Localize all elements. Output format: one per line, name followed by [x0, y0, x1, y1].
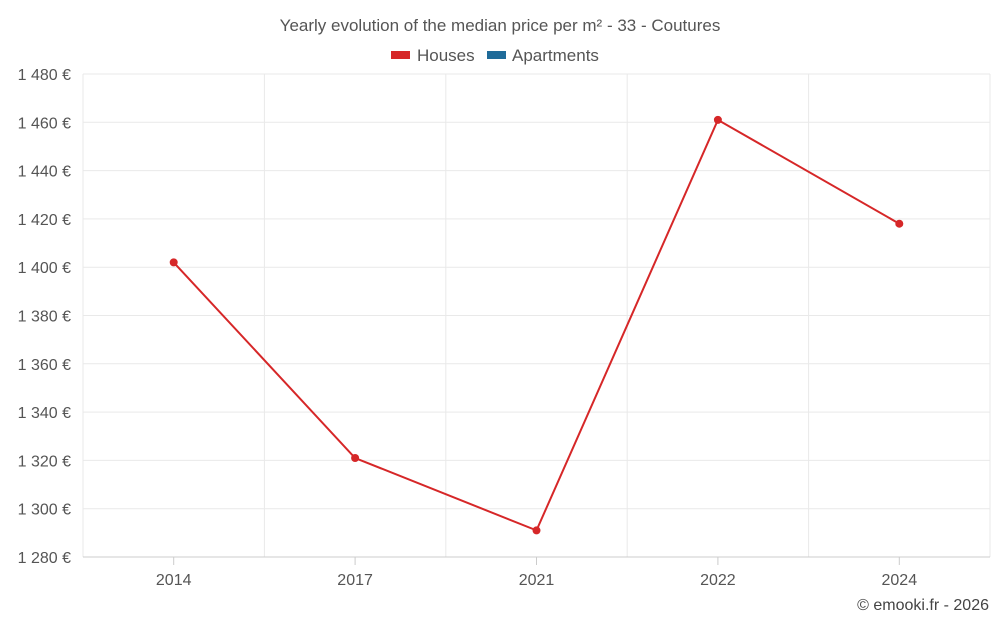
y-tick-label: 1 420 €	[18, 212, 71, 229]
x-tick-label: 2017	[337, 572, 373, 589]
legend-label-apartments[interactable]: Apartments	[512, 46, 599, 65]
data-point-houses-2021[interactable]	[532, 526, 541, 535]
legend-swatch-apartments	[487, 51, 506, 59]
series-line-houses	[172, 118, 900, 532]
credit-text: © emooki.fr - 2026	[857, 597, 989, 614]
legend-swatch-houses	[391, 51, 410, 59]
y-tick-label: 1 280 €	[18, 550, 71, 567]
y-tick-label: 1 320 €	[18, 453, 71, 470]
y-tick-label: 1 380 €	[18, 309, 71, 326]
y-tick-label: 1 300 €	[18, 502, 71, 519]
series-layer	[169, 115, 904, 535]
data-point-houses-2014[interactable]	[169, 258, 178, 267]
legend-label-houses[interactable]: Houses	[417, 46, 475, 65]
x-tick-label: 2021	[519, 572, 555, 589]
y-tick-label: 1 480 €	[18, 67, 71, 84]
y-tick-label: 1 460 €	[18, 115, 71, 132]
x-tick-label: 2022	[700, 572, 736, 589]
y-tick-label: 1 400 €	[18, 260, 71, 277]
data-point-houses-2024[interactable]	[895, 219, 904, 228]
y-axis: 1 280 € 1 300 € 1 320 € 1 340 € 1 360 € 1 380…	[18, 67, 71, 567]
data-point-houses-2017[interactable]	[351, 453, 360, 462]
chart-title: Yearly evolution of the median price per…	[280, 16, 721, 35]
x-tick-label: 2014	[156, 572, 192, 589]
y-tick-label: 1 360 €	[18, 357, 71, 374]
data-point-houses-2022[interactable]	[713, 115, 722, 124]
grid	[82, 73, 991, 557]
y-tick-label: 1 440 €	[18, 164, 71, 181]
x-axis: 2014 2017 2021 2022 2024	[83, 556, 990, 589]
x-tick-label: 2024	[882, 572, 918, 589]
y-tick-label: 1 340 €	[18, 405, 71, 422]
legend: Houses Apartments	[391, 46, 599, 65]
